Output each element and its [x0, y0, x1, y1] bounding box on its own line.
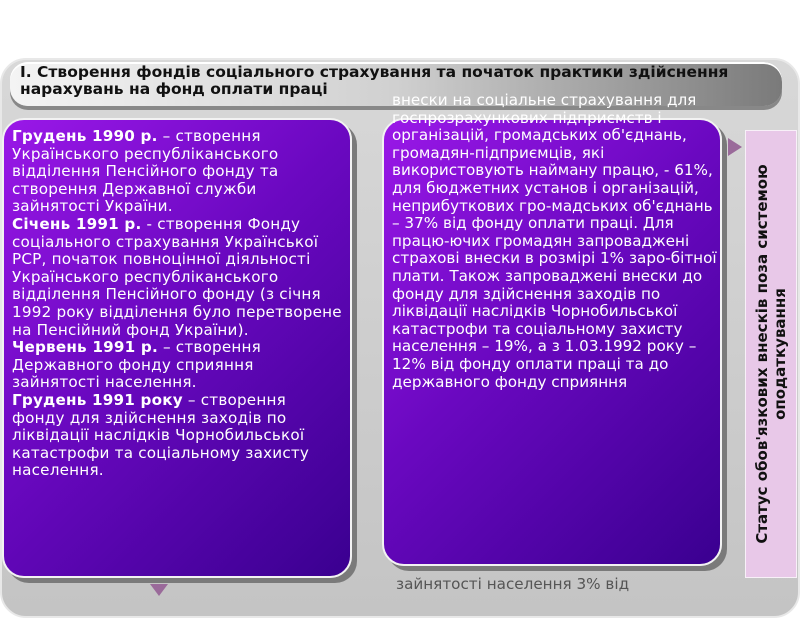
side-status-text: Статус обов'язкових внесків поза системо… — [753, 164, 789, 544]
arrow-right-icon — [728, 138, 742, 156]
middle-box-text: внески на соціальне страхування для госп… — [392, 91, 717, 391]
timeline-item: Січень 1991 р. - створення Фонду соціаль… — [12, 214, 342, 339]
item-text: - створення Фонду соціального страхуванн… — [12, 214, 342, 339]
slide-title: І. Створення фондів соціального страхува… — [10, 62, 782, 106]
item-date: Січень 1991 р. — [12, 214, 142, 233]
item-text: – створення Українського республікансько… — [12, 127, 279, 216]
item-date: Грудень 1990 р. — [12, 127, 158, 145]
timeline-item: Червень 1991 р. – створення Державного ф… — [12, 338, 342, 392]
item-text: – створення фонду для здійснення заходів… — [12, 390, 310, 480]
item-text: – створення Державного фонду сприяння за… — [12, 338, 262, 392]
side-status-panel — [745, 130, 797, 578]
timeline-item: Грудень 1991 року – створення фонду для … — [12, 390, 342, 480]
middle-overflow-text: зайнятості населення 3% від — [396, 575, 630, 593]
item-date: Червень 1991 р. — [12, 338, 158, 357]
timeline-item: Грудень 1990 р. – створення Українського… — [12, 127, 342, 216]
item-date: Грудень 1991 року — [12, 390, 183, 409]
middle-box — [382, 118, 722, 566]
arrow-down-icon — [150, 584, 168, 596]
left-timeline-box: Грудень 1990 р. – створення Українського… — [2, 118, 352, 578]
